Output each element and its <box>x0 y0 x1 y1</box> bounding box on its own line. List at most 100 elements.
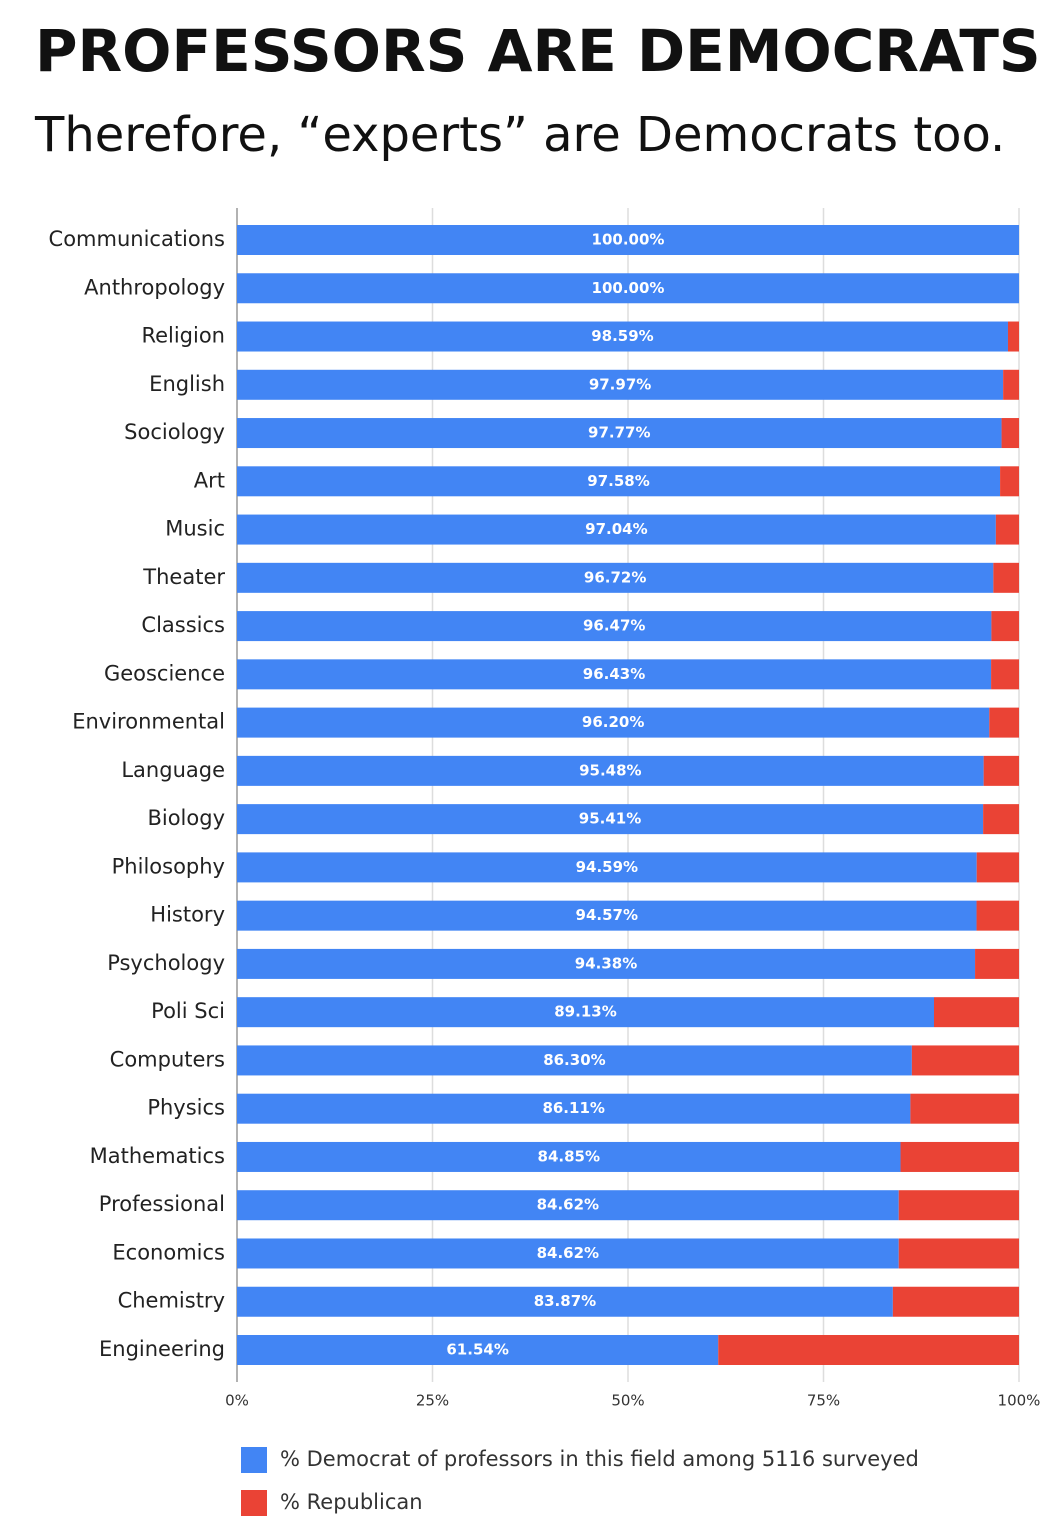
data-label: 95.48% <box>579 761 641 779</box>
x-tick-label: 75% <box>807 1392 840 1410</box>
y-tick-label: Mathematics <box>90 1144 225 1168</box>
bar-segment <box>237 1238 899 1269</box>
bar-segment <box>933 997 1019 1028</box>
x-tick-label: 100% <box>998 1392 1041 1410</box>
y-tick-label: Professional <box>99 1192 225 1216</box>
y-tick-label: Sociology <box>124 420 225 444</box>
y-tick-label: Environmental <box>72 710 225 734</box>
bar-segment <box>898 1190 1019 1221</box>
x-tick-label: 0% <box>225 1392 249 1410</box>
y-tick-label: English <box>149 372 225 396</box>
x-tick-label: 25% <box>416 1392 449 1410</box>
data-label: 94.57% <box>576 906 638 924</box>
y-tick-label: Communications <box>49 227 225 251</box>
bar-segment <box>237 1141 901 1172</box>
bar-segment <box>237 273 1019 304</box>
bar-segment <box>237 1045 912 1076</box>
data-label: 84.62% <box>537 1244 599 1262</box>
bar-segment <box>892 1286 1019 1317</box>
bar-segment <box>237 948 976 979</box>
data-label: 84.62% <box>537 1196 599 1214</box>
bar-segment <box>237 466 1001 497</box>
data-label: 96.72% <box>584 568 646 586</box>
data-label: 84.85% <box>538 1147 600 1165</box>
data-label: 86.11% <box>542 1099 604 1117</box>
data-label: 97.04% <box>585 520 647 538</box>
bar-segment <box>900 1141 1019 1172</box>
legend-label: % Democrat of professors in this field a… <box>280 1447 919 1471</box>
data-label: 100.00% <box>592 231 665 249</box>
bar-segment <box>991 611 1019 642</box>
data-label: 97.58% <box>587 472 649 490</box>
bar-segment <box>237 804 984 835</box>
y-tick-label: Engineering <box>99 1337 225 1361</box>
bar-segment <box>976 900 1019 931</box>
y-tick-label: Classics <box>141 613 225 637</box>
legend-label: % Republican <box>280 1490 423 1514</box>
data-label: 89.13% <box>554 1003 616 1021</box>
bar-segment <box>237 1286 893 1317</box>
bar-segment <box>983 755 1019 786</box>
bar-segment <box>1007 321 1019 352</box>
x-tick-label: 50% <box>611 1392 644 1410</box>
bar-segment <box>237 514 996 545</box>
data-label: 97.77% <box>588 424 650 442</box>
bar-segment <box>237 321 1008 352</box>
bar-segment <box>237 707 990 738</box>
y-tick-label: Psychology <box>107 951 225 975</box>
bar-segment <box>993 562 1019 593</box>
y-tick-label: Anthropology <box>84 275 225 299</box>
bar-segment <box>237 900 977 931</box>
data-label: 94.38% <box>575 954 637 972</box>
bar-segment <box>237 225 1019 255</box>
y-tick-label: Geoscience <box>104 661 225 685</box>
bar-segment <box>237 1335 719 1365</box>
bar-segment <box>1003 369 1019 400</box>
bar-segment <box>983 804 1019 835</box>
data-label: 83.87% <box>534 1292 596 1310</box>
data-label: 96.43% <box>583 665 645 683</box>
bar-segment <box>237 418 1002 449</box>
y-tick-label: Religion <box>141 324 225 348</box>
legend-swatch <box>241 1447 267 1473</box>
data-label: 94.59% <box>576 858 638 876</box>
bar-segment <box>1000 466 1019 497</box>
data-label: 100.00% <box>592 279 665 297</box>
y-tick-label: Biology <box>147 806 225 830</box>
y-tick-label: Poli Sci <box>151 999 225 1023</box>
bar-segment <box>237 611 992 642</box>
data-label: 96.47% <box>583 617 645 635</box>
y-tick-label: Computers <box>110 1047 225 1071</box>
bar-segment <box>991 659 1019 690</box>
bar-segment <box>237 369 1004 400</box>
chart-title: PROFESSORS ARE DEMOCRATS <box>35 17 1041 85</box>
legend-swatch <box>241 1490 267 1516</box>
data-label: 95.41% <box>579 810 641 828</box>
bar-segment <box>718 1335 1019 1365</box>
bar-segment <box>237 852 977 883</box>
bar-segment <box>237 1093 911 1124</box>
bar-segment <box>237 562 994 593</box>
data-label: 98.59% <box>591 327 653 345</box>
bar-segment <box>910 1093 1019 1124</box>
bar-segment <box>989 707 1019 738</box>
bar-segment <box>898 1238 1019 1269</box>
data-label: 96.20% <box>582 713 644 731</box>
y-tick-label: History <box>150 903 225 927</box>
y-tick-label: Music <box>165 517 225 541</box>
y-tick-label: Economics <box>112 1240 225 1264</box>
y-tick-label: Physics <box>147 1096 225 1120</box>
y-tick-label: Art <box>194 468 225 492</box>
y-tick-label: Language <box>121 758 225 782</box>
data-label: 97.97% <box>589 375 651 393</box>
bar-segment <box>237 755 984 786</box>
bar-segment <box>995 514 1019 545</box>
y-tick-label: Philosophy <box>112 854 225 878</box>
bar-segment <box>975 948 1019 979</box>
y-tick-label: Theater <box>142 565 225 589</box>
bar-segment <box>976 852 1019 883</box>
bar-segment <box>237 659 992 690</box>
bar-segment <box>1001 418 1019 449</box>
chart-subtitle: Therefore, “experts” are Democrats too. <box>34 107 1005 163</box>
